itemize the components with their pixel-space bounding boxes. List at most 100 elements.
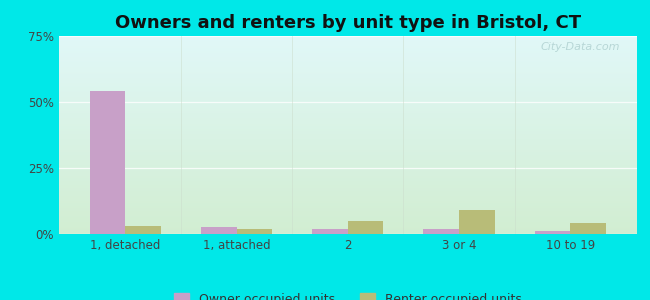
Bar — [58, 103, 637, 104]
Bar — [58, 215, 637, 216]
Bar — [58, 82, 637, 83]
Bar — [58, 37, 637, 38]
Bar — [58, 102, 637, 103]
Bar — [58, 174, 637, 175]
Bar — [58, 122, 637, 123]
Bar — [58, 95, 637, 96]
Bar — [58, 135, 637, 136]
Bar — [58, 154, 637, 155]
Bar — [58, 119, 637, 120]
Bar — [58, 76, 637, 78]
Bar — [58, 44, 637, 45]
Bar — [237, 229, 272, 234]
Bar — [58, 223, 637, 224]
Bar — [58, 221, 637, 222]
Bar — [58, 108, 637, 109]
Legend: Owner occupied units, Renter occupied units: Owner occupied units, Renter occupied un… — [169, 288, 526, 300]
Bar — [58, 209, 637, 210]
Bar — [58, 70, 637, 72]
Bar — [459, 210, 495, 234]
Bar — [58, 159, 637, 160]
Bar — [58, 207, 637, 208]
Bar — [58, 188, 637, 190]
Title: Owners and renters by unit type in Bristol, CT: Owners and renters by unit type in Brist… — [114, 14, 581, 32]
Bar — [58, 151, 637, 152]
Bar — [58, 126, 637, 127]
Bar — [58, 182, 637, 184]
Bar — [58, 162, 637, 163]
Bar — [58, 69, 637, 70]
Bar — [58, 54, 637, 55]
Bar — [58, 106, 637, 107]
Bar — [58, 148, 637, 149]
Bar — [58, 226, 637, 227]
Bar — [58, 94, 637, 95]
Bar — [90, 92, 125, 234]
Bar — [58, 99, 637, 100]
Bar — [58, 68, 637, 69]
Bar — [58, 164, 637, 165]
Bar — [58, 96, 637, 98]
Bar — [58, 179, 637, 181]
Bar — [58, 176, 637, 177]
Bar — [58, 65, 637, 66]
Bar — [58, 199, 637, 200]
Bar — [58, 163, 637, 164]
Bar — [58, 120, 637, 121]
Bar — [58, 206, 637, 207]
Bar — [58, 74, 637, 75]
Bar — [58, 192, 637, 194]
Bar — [58, 144, 637, 145]
Bar — [58, 116, 637, 117]
Bar — [58, 67, 637, 68]
Bar — [58, 157, 637, 158]
Bar — [58, 121, 637, 122]
Bar — [58, 197, 637, 198]
Bar — [58, 75, 637, 76]
Bar — [58, 158, 637, 159]
Bar — [58, 57, 637, 58]
Bar — [58, 187, 637, 188]
Bar — [58, 201, 637, 202]
Bar — [58, 83, 637, 85]
Bar — [58, 171, 637, 172]
Bar — [58, 139, 637, 140]
Bar — [58, 227, 637, 228]
Bar — [58, 82, 637, 83]
Bar — [58, 51, 637, 52]
Bar — [58, 194, 637, 195]
Bar — [58, 170, 637, 171]
Bar — [58, 40, 637, 41]
Bar — [58, 53, 637, 54]
Bar — [125, 226, 161, 234]
Bar — [58, 104, 637, 105]
Bar — [58, 228, 637, 229]
Bar — [58, 152, 637, 153]
Bar — [58, 141, 637, 142]
Bar — [58, 210, 637, 211]
Bar — [58, 58, 637, 59]
Bar — [58, 156, 637, 157]
Bar — [58, 178, 637, 179]
Bar — [58, 147, 637, 148]
Bar — [58, 130, 637, 131]
Bar — [58, 117, 637, 118]
Bar — [58, 64, 637, 65]
Bar — [58, 146, 637, 147]
Bar — [58, 136, 637, 137]
Bar — [201, 227, 237, 234]
Bar — [58, 229, 637, 230]
Bar — [58, 191, 637, 192]
Bar — [58, 213, 637, 214]
Bar — [58, 113, 637, 114]
Bar — [58, 107, 637, 108]
Bar — [58, 230, 637, 231]
Bar — [58, 111, 637, 112]
Bar — [535, 231, 570, 234]
Bar — [58, 167, 637, 168]
Bar — [58, 172, 637, 174]
Bar — [58, 137, 637, 138]
Bar — [58, 39, 637, 40]
Bar — [58, 42, 637, 43]
Bar — [570, 224, 606, 234]
